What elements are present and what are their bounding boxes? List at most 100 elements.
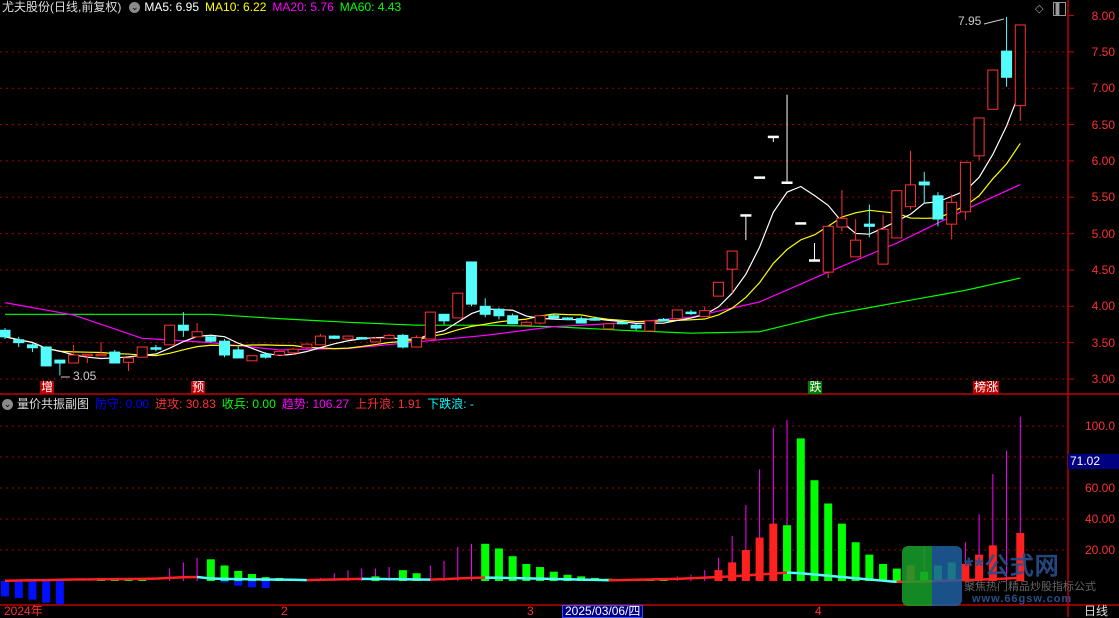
sub-axis-label: 100.0 bbox=[1085, 419, 1115, 433]
candle bbox=[672, 310, 682, 319]
chevron-down-icon[interactable]: ⌄ bbox=[2, 399, 13, 410]
candle bbox=[796, 223, 806, 225]
candle bbox=[988, 70, 998, 109]
wave-line-segment bbox=[691, 578, 705, 579]
indicator-bar-green bbox=[852, 542, 860, 581]
candle bbox=[137, 347, 147, 357]
signal-label: 预 bbox=[191, 381, 205, 394]
indicator-bar-blue bbox=[42, 581, 50, 603]
wave-line-segment bbox=[156, 578, 170, 579]
indicator-bar-blue bbox=[1, 581, 9, 597]
indicator-bar-blue bbox=[248, 581, 256, 587]
candle bbox=[686, 312, 696, 314]
candle bbox=[823, 226, 833, 272]
candle bbox=[247, 356, 257, 361]
up-wave-value: 上升浪: 1.91 bbox=[355, 397, 421, 411]
ma60-line bbox=[5, 278, 1020, 333]
price-label: 6.50 bbox=[1092, 118, 1115, 132]
signal-label: 跌 bbox=[808, 381, 822, 394]
indicator-bar-red bbox=[714, 570, 722, 581]
candle bbox=[192, 332, 202, 337]
candle bbox=[412, 338, 422, 347]
candle bbox=[41, 347, 51, 366]
indicator-bar-green bbox=[838, 524, 846, 581]
candle bbox=[343, 336, 353, 339]
candle bbox=[165, 325, 175, 345]
indicator-bar-green bbox=[865, 555, 873, 581]
wave-line-segment bbox=[814, 574, 828, 575]
candle bbox=[851, 240, 861, 257]
wave-line-segment bbox=[787, 573, 801, 574]
price-label: 7.00 bbox=[1092, 81, 1115, 95]
candle bbox=[494, 309, 504, 316]
price-label: 4.50 bbox=[1092, 263, 1115, 277]
price-label: 3.00 bbox=[1092, 372, 1115, 386]
x-label-apr: 4 bbox=[815, 606, 822, 617]
indicator-bar-green bbox=[810, 480, 818, 581]
wave-line-segment bbox=[869, 579, 883, 580]
candle bbox=[0, 330, 10, 337]
candle bbox=[521, 322, 531, 325]
logo-site: www.66gsw.com bbox=[972, 593, 1072, 605]
candle bbox=[439, 314, 449, 321]
sub-axis-label: 60.00 bbox=[1085, 481, 1115, 495]
wave-line-segment bbox=[705, 577, 719, 578]
candle bbox=[906, 185, 916, 207]
candle bbox=[357, 338, 367, 340]
candle bbox=[480, 306, 490, 314]
candle bbox=[302, 344, 312, 348]
wave-line-segment bbox=[170, 577, 184, 578]
down-wave-value: 下跌浪: - bbox=[427, 397, 474, 411]
candle bbox=[151, 348, 161, 350]
candle bbox=[755, 177, 765, 179]
indicator-bar-green bbox=[824, 504, 832, 582]
candle bbox=[974, 118, 984, 156]
candle bbox=[576, 319, 586, 323]
candle bbox=[590, 319, 600, 321]
site-logo: **公式网 聚焦热门精品炒股指标公式 www.66gsw.com bbox=[902, 546, 1119, 608]
candle bbox=[700, 311, 710, 317]
candle bbox=[631, 325, 641, 328]
candle bbox=[288, 349, 298, 353]
candle bbox=[110, 352, 120, 363]
wave-line-segment bbox=[760, 574, 774, 575]
wave-line-segment bbox=[444, 579, 458, 580]
indicator-bar-green bbox=[481, 544, 489, 581]
candle bbox=[960, 162, 970, 211]
indicator-bar-green bbox=[495, 548, 503, 581]
logo-name: **公式网 bbox=[964, 546, 1060, 581]
candle bbox=[782, 182, 792, 184]
wave-line-segment bbox=[856, 578, 870, 579]
price-label: 5.00 bbox=[1092, 227, 1115, 241]
cursor-date: 2025/03/06/四 bbox=[562, 605, 643, 618]
sub-chart-header: ⌄ 量价共振副图 防守: 0.00 进攻: 30.83 收兵: 0.00 趋势:… bbox=[0, 397, 480, 411]
logo-slogan: 聚焦热门精品炒股指标公式 bbox=[964, 578, 1096, 594]
low-price-label: 3.05 bbox=[72, 370, 97, 383]
wave-line-segment bbox=[458, 578, 472, 579]
indicator-bar-blue bbox=[15, 581, 23, 598]
candle bbox=[55, 360, 65, 363]
candle bbox=[1015, 25, 1025, 106]
sub-chart-title: 量价共振副图 bbox=[17, 397, 89, 411]
indicator-bar-green bbox=[797, 438, 805, 581]
wave-line-segment bbox=[842, 577, 856, 578]
signal-label: 榜涨 bbox=[973, 381, 999, 394]
candle bbox=[563, 318, 573, 320]
price-label: 5.50 bbox=[1092, 190, 1115, 204]
sub-axis-label: 40.00 bbox=[1085, 512, 1115, 526]
candle bbox=[466, 262, 476, 304]
wave-line-segment bbox=[828, 576, 842, 577]
indicator-bar-blue bbox=[28, 581, 36, 600]
candle bbox=[837, 218, 847, 227]
high-price-label: 7.95 bbox=[957, 15, 982, 28]
candle bbox=[1002, 51, 1012, 77]
indicator-bar-green bbox=[879, 564, 887, 581]
candle bbox=[206, 337, 216, 341]
candle bbox=[329, 336, 339, 338]
candle bbox=[947, 202, 957, 224]
wave-line-segment bbox=[801, 573, 815, 574]
wave-line-segment bbox=[746, 574, 760, 575]
candle bbox=[14, 340, 24, 343]
candle bbox=[727, 251, 737, 269]
